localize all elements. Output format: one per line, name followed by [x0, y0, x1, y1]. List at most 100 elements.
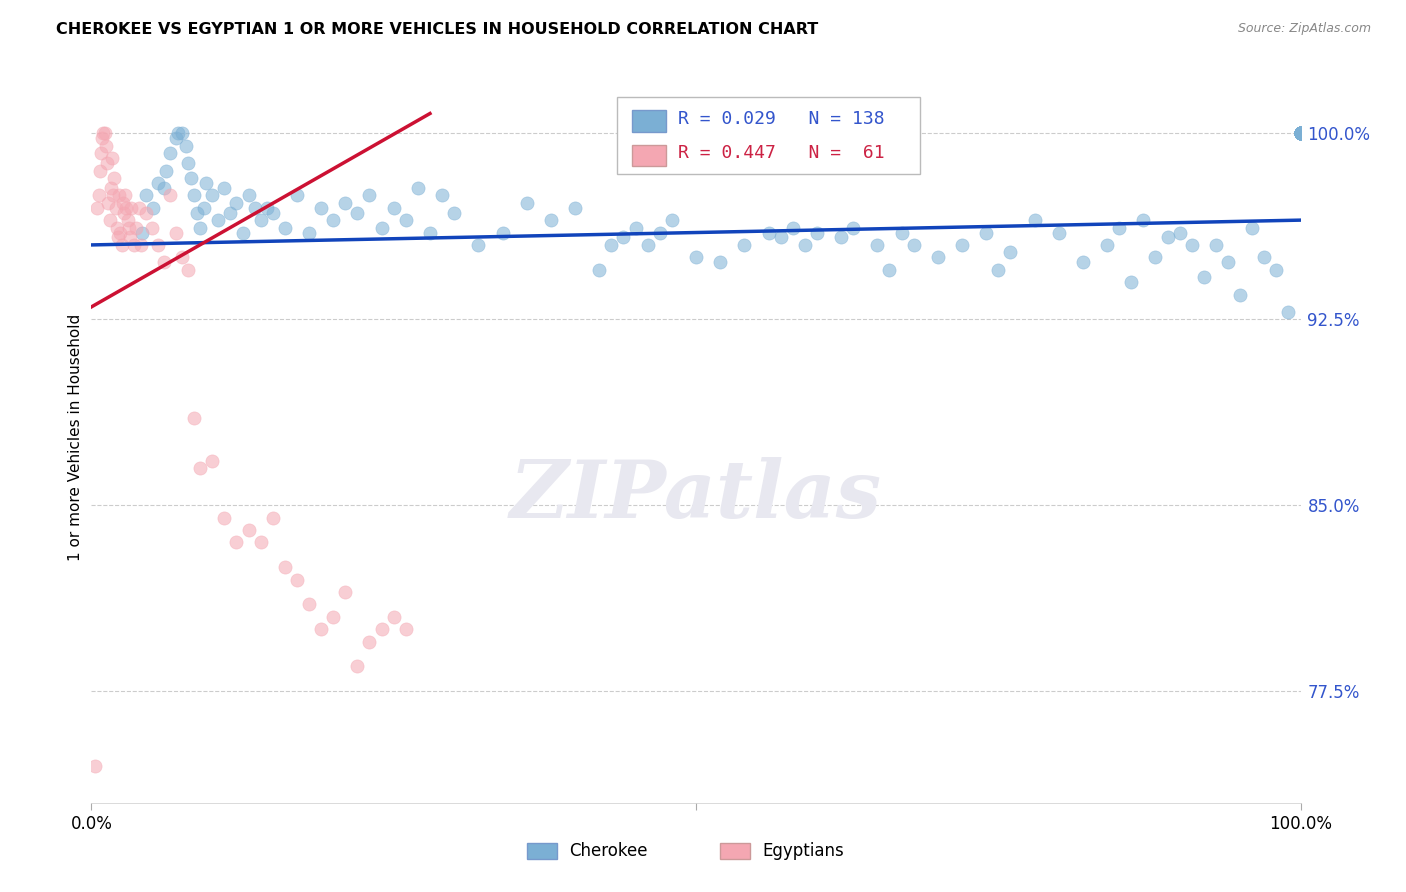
Point [443, 205, 465, 219]
Point [1000, 245, 1022, 260]
Point [1289, 126, 1312, 140]
Point [309, 622, 332, 636]
Point [927, 250, 949, 264]
Point [1289, 126, 1312, 140]
Point [516, 195, 538, 210]
Point [274, 560, 297, 574]
Point [782, 220, 804, 235]
Text: Egyptians: Egyptians [762, 842, 844, 860]
Point [225, 535, 247, 549]
Point [180, 171, 202, 186]
Point [110, 226, 132, 240]
Point [94, 138, 117, 153]
Point [101, 188, 124, 202]
Point [322, 213, 344, 227]
Point [600, 238, 623, 252]
Text: R = 0.029   N = 138: R = 0.029 N = 138 [678, 110, 884, 128]
Point [105, 220, 128, 235]
Point [1289, 126, 1312, 140]
Point [104, 201, 127, 215]
Point [1289, 126, 1312, 140]
Point [1024, 213, 1046, 227]
Point [256, 201, 278, 215]
Point [214, 181, 236, 195]
Point [346, 659, 368, 673]
Point [122, 238, 145, 252]
Point [1265, 262, 1288, 277]
Point [903, 238, 925, 252]
Point [120, 201, 142, 215]
Point [141, 220, 163, 235]
Point [1289, 126, 1312, 140]
Point [769, 230, 792, 244]
Point [214, 510, 236, 524]
Point [1277, 305, 1299, 319]
Point [153, 255, 176, 269]
Point [685, 250, 707, 264]
Point [146, 238, 169, 252]
Point [183, 411, 205, 425]
Point [1289, 126, 1312, 140]
Point [624, 220, 647, 235]
Point [1289, 126, 1312, 140]
Point [86, 201, 108, 215]
Point [637, 238, 659, 252]
Point [842, 220, 865, 235]
Point [1121, 275, 1143, 289]
Point [186, 205, 208, 219]
Point [430, 188, 453, 202]
Bar [631, 145, 666, 167]
Point [155, 163, 177, 178]
Point [1144, 250, 1167, 264]
Text: R = 0.447   N =  61: R = 0.447 N = 61 [678, 145, 884, 162]
Point [219, 205, 242, 219]
Point [1095, 238, 1118, 252]
Point [131, 226, 153, 240]
Point [1229, 287, 1251, 301]
Point [1289, 126, 1312, 140]
Point [112, 205, 135, 219]
Point [90, 146, 112, 161]
Point [165, 226, 187, 240]
Point [135, 188, 157, 202]
Point [1289, 126, 1312, 140]
Point [298, 598, 321, 612]
Point [177, 156, 200, 170]
Point [172, 250, 194, 264]
Point [370, 622, 392, 636]
Bar [527, 843, 557, 859]
Point [243, 201, 266, 215]
Point [1289, 126, 1312, 140]
Point [1289, 126, 1312, 140]
Point [1168, 226, 1191, 240]
Text: Cherokee: Cherokee [569, 842, 648, 860]
Point [125, 220, 148, 235]
Point [188, 461, 211, 475]
Point [359, 634, 381, 648]
Point [108, 188, 131, 202]
Text: ZIPatlas: ZIPatlas [510, 457, 882, 534]
Point [84, 758, 107, 772]
Point [159, 188, 181, 202]
Point [249, 535, 271, 549]
Point [207, 213, 229, 227]
Point [1289, 126, 1312, 140]
Point [201, 188, 224, 202]
Point [866, 238, 889, 252]
Point [1289, 126, 1312, 140]
Point [1289, 126, 1312, 140]
Point [1192, 270, 1215, 285]
Bar [720, 843, 751, 859]
Point [1241, 220, 1264, 235]
Point [1289, 126, 1312, 140]
Point [406, 181, 429, 195]
Point [97, 195, 120, 210]
Point [107, 230, 129, 244]
Point [1289, 126, 1312, 140]
Point [1289, 126, 1312, 140]
Point [231, 226, 253, 240]
Point [298, 226, 321, 240]
Point [346, 205, 368, 219]
Point [238, 523, 260, 537]
Point [382, 610, 405, 624]
